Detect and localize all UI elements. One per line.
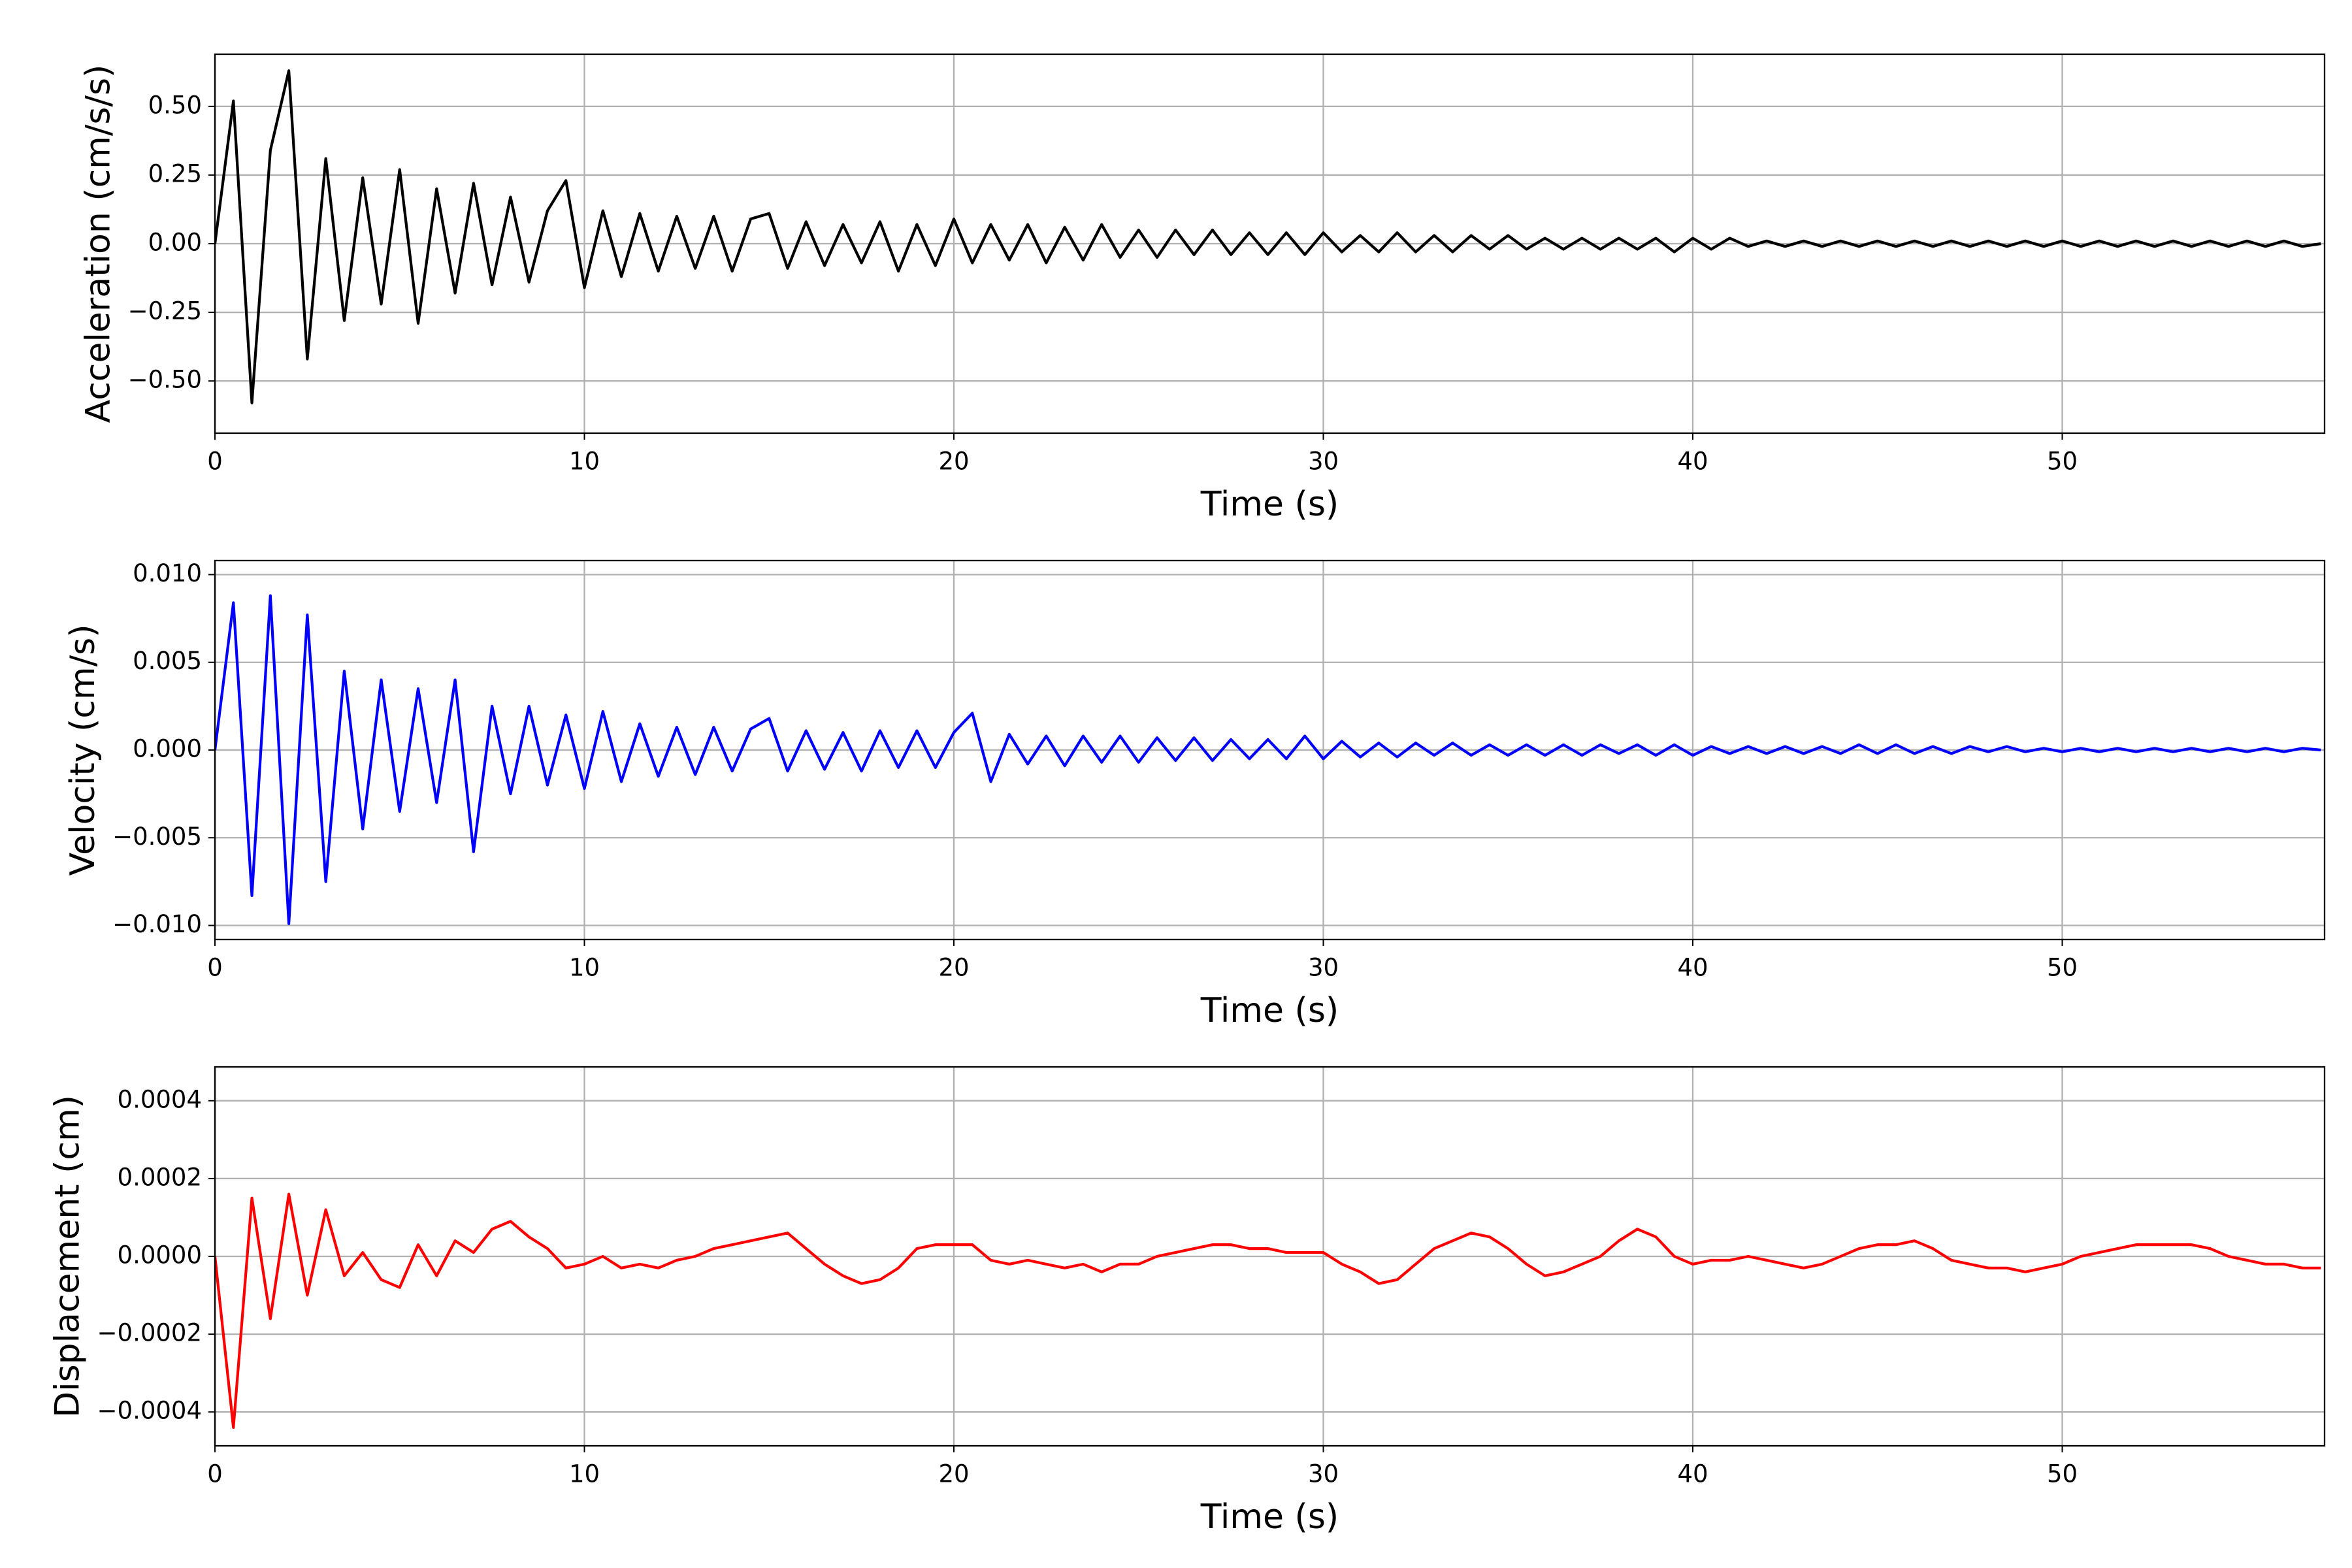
- y-axis-label: Acceleration (cm/s/s): [79, 65, 118, 423]
- plot-area: [215, 1192, 2321, 1429]
- x-tick-label: 40: [1677, 954, 1708, 982]
- x-tick-label: 20: [938, 954, 969, 982]
- x-tick-label: 0: [207, 448, 223, 476]
- y-tick-label: −0.005: [112, 823, 202, 851]
- y-tick-label: 0.000: [133, 735, 202, 763]
- y-tick-label: −0.0004: [97, 1397, 202, 1425]
- axes-frame: [214, 559, 2326, 941]
- x-axis-label: Time (s): [1200, 1497, 1339, 1537]
- y-tick-label: 0.005: [133, 647, 202, 675]
- x-tick-label: 0: [207, 1460, 223, 1488]
- x-tick-label: 50: [2047, 954, 2078, 982]
- x-tick-label: 10: [569, 448, 600, 476]
- y-tick-label: 0.010: [133, 559, 202, 587]
- y-tick-label: −0.010: [112, 910, 202, 938]
- y-tick-label: 0.25: [148, 159, 202, 188]
- x-tick-label: 40: [1677, 1460, 1708, 1488]
- x-tick-label: 0: [207, 954, 223, 982]
- y-axis-label: Displacement (cm): [48, 1095, 88, 1418]
- x-axis-label: Time (s): [1200, 485, 1339, 524]
- x-tick-label: 30: [1308, 448, 1339, 476]
- y-tick-label: −0.0002: [97, 1319, 202, 1347]
- data-line: [215, 594, 2321, 925]
- axes-frame: [214, 53, 2326, 434]
- x-tick-label: 10: [569, 954, 600, 982]
- x-tick-label: 20: [938, 448, 969, 476]
- x-tick-label: 30: [1308, 1460, 1339, 1488]
- data-line: [215, 1192, 2321, 1429]
- subplot: 0 10 20 30 40 50 −0.50 −0.25 0.00 0.25 0.50 Time (s…: [79, 53, 2326, 524]
- x-tick-label: 40: [1677, 448, 1708, 476]
- data-line: [215, 69, 2321, 404]
- axes-frame: [214, 1066, 2326, 1447]
- y-tick-label: −0.25: [128, 297, 202, 325]
- y-axis-label: Velocity (cm/s): [63, 625, 103, 876]
- x-tick-label: 30: [1308, 954, 1339, 982]
- x-tick-label: 50: [2047, 1460, 2078, 1488]
- y-tick-label: −0.50: [128, 366, 202, 394]
- y-tick-label: 0.0004: [118, 1085, 202, 1113]
- plot-area: [215, 69, 2321, 404]
- y-tick-label: 0.0002: [118, 1163, 202, 1191]
- x-axis-label: Time (s): [1200, 991, 1339, 1030]
- y-tick-label: 0.0000: [118, 1241, 202, 1269]
- x-tick-label: 50: [2047, 448, 2078, 476]
- subplot: 0 10 20 30 40 50 −0.0004 −0.0002 0.0000 0.0002 0.0…: [48, 1066, 2326, 1537]
- y-tick-label: 0.50: [148, 91, 202, 119]
- x-tick-label: 20: [938, 1460, 969, 1488]
- plot-area: [215, 594, 2321, 925]
- x-tick-label: 10: [569, 1460, 600, 1488]
- y-tick-label: 0.00: [148, 229, 202, 257]
- subplot: 0 10 20 30 40 50 −0.010 −0.005 0.000 0.005 0.010 Ti…: [63, 559, 2326, 1030]
